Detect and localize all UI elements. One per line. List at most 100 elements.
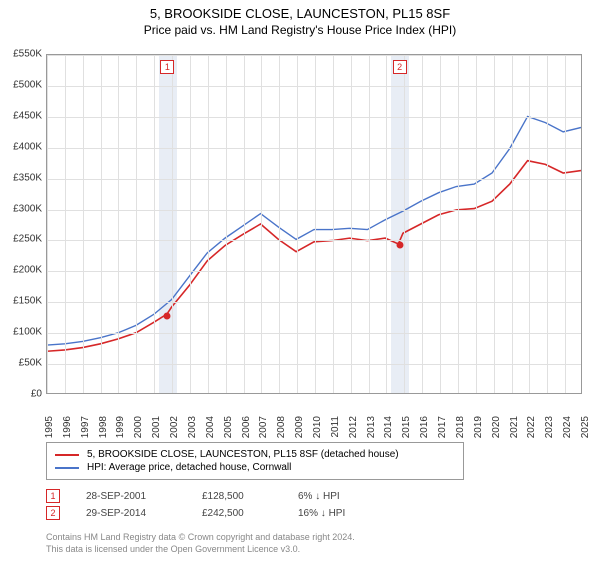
gridline-v <box>244 55 245 393</box>
x-axis-label: 2025 <box>578 416 591 438</box>
x-axis-label: 2005 <box>221 416 234 438</box>
gridline-v <box>208 55 209 393</box>
gridline-v <box>226 55 227 393</box>
gridline-v <box>422 55 423 393</box>
gridline-h <box>47 179 581 180</box>
attribution-line2: This data is licensed under the Open Gov… <box>46 544 355 556</box>
series-line-hpi <box>47 116 581 345</box>
y-axis-label: £500K <box>13 79 46 90</box>
gridline-v <box>136 55 137 393</box>
y-axis-label: £0 <box>31 389 46 400</box>
gridline-v <box>476 55 477 393</box>
gridline-h <box>47 333 581 334</box>
x-axis-label: 2002 <box>167 416 180 438</box>
gridline-h <box>47 302 581 303</box>
sales-row-2: 2 29-SEP-2014 £242,500 16% ↓ HPI <box>46 506 378 520</box>
sale-marker-icon: 2 <box>46 506 60 520</box>
x-axis-label: 2003 <box>185 416 198 438</box>
x-axis-label: 1998 <box>96 416 109 438</box>
x-axis-label: 2015 <box>399 416 412 438</box>
sale-date: 29-SEP-2014 <box>86 508 176 519</box>
sale-price: £128,500 <box>202 491 272 502</box>
y-axis-label: £200K <box>13 265 46 276</box>
plot-region: 12 <box>46 54 582 394</box>
gridline-v <box>261 55 262 393</box>
x-axis-label: 2023 <box>542 416 555 438</box>
gridline-v <box>172 55 173 393</box>
x-axis-label: 2021 <box>507 416 520 438</box>
x-axis-label: 1995 <box>42 416 55 438</box>
gridline-h <box>47 210 581 211</box>
x-axis-label: 2001 <box>149 416 162 438</box>
gridline-v <box>333 55 334 393</box>
gridline-v <box>494 55 495 393</box>
x-axis-label: 2000 <box>131 416 144 438</box>
sale-dot <box>396 242 403 249</box>
gridline-v <box>190 55 191 393</box>
attribution-line1: Contains HM Land Registry data © Crown c… <box>46 532 355 544</box>
gridline-v <box>565 55 566 393</box>
sale-hpi-diff: 6% ↓ HPI <box>298 491 378 502</box>
x-axis-label: 2012 <box>346 416 359 438</box>
sale-marker-box: 2 <box>393 60 407 74</box>
gridline-v <box>83 55 84 393</box>
line-series-svg <box>47 55 581 393</box>
sales-table: 1 28-SEP-2001 £128,500 6% ↓ HPI 2 29-SEP… <box>46 486 378 523</box>
gridline-v <box>386 55 387 393</box>
legend-label-hpi: HPI: Average price, detached house, Corn… <box>87 462 291 473</box>
gridline-v <box>297 55 298 393</box>
x-axis-label: 2010 <box>310 416 323 438</box>
x-axis-label: 2022 <box>524 416 537 438</box>
y-axis-label: £250K <box>13 234 46 245</box>
legend-row-price-paid: 5, BROOKSIDE CLOSE, LAUNCESTON, PL15 8SF… <box>55 449 455 460</box>
y-axis-label: £550K <box>13 49 46 60</box>
y-axis-label: £150K <box>13 296 46 307</box>
gridline-v <box>512 55 513 393</box>
gridline-v <box>154 55 155 393</box>
series-line-price_paid <box>47 161 581 352</box>
x-axis-label: 2004 <box>203 416 216 438</box>
gridline-h <box>47 271 581 272</box>
gridline-v <box>404 55 405 393</box>
gridline-h <box>47 364 581 365</box>
gridline-v <box>458 55 459 393</box>
x-axis-label: 2006 <box>239 416 252 438</box>
y-axis-label: £100K <box>13 327 46 338</box>
gridline-v <box>529 55 530 393</box>
x-axis-label: 2024 <box>560 416 573 438</box>
x-axis-label: 1996 <box>60 416 73 438</box>
x-axis-label: 1997 <box>78 416 91 438</box>
gridline-v <box>440 55 441 393</box>
legend-box: 5, BROOKSIDE CLOSE, LAUNCESTON, PL15 8SF… <box>46 442 464 480</box>
x-axis-label: 2008 <box>274 416 287 438</box>
gridline-v <box>118 55 119 393</box>
y-axis-label: £450K <box>13 110 46 121</box>
legend-swatch-hpi <box>55 467 79 469</box>
x-axis-label: 2011 <box>328 416 341 438</box>
gridline-h <box>47 86 581 87</box>
gridline-h <box>47 148 581 149</box>
y-axis-label: £300K <box>13 203 46 214</box>
x-axis-label: 2020 <box>489 416 502 438</box>
sale-marker-icon: 1 <box>46 489 60 503</box>
x-axis-label: 2014 <box>381 416 394 438</box>
chart-title: 5, BROOKSIDE CLOSE, LAUNCESTON, PL15 8SF <box>0 6 600 21</box>
attribution-text: Contains HM Land Registry data © Crown c… <box>46 532 355 555</box>
y-axis-label: £50K <box>19 358 46 369</box>
chart-subtitle: Price paid vs. HM Land Registry's House … <box>0 23 600 37</box>
y-axis-label: £400K <box>13 141 46 152</box>
gridline-h <box>47 117 581 118</box>
chart-area: 12 £0£50K£100K£150K£200K£250K£300K£350K£… <box>46 54 582 416</box>
gridline-v <box>279 55 280 393</box>
gridline-v <box>101 55 102 393</box>
gridline-v <box>369 55 370 393</box>
chart-container: 5, BROOKSIDE CLOSE, LAUNCESTON, PL15 8SF… <box>0 6 600 566</box>
x-axis-label: 2018 <box>453 416 466 438</box>
gridline-v <box>315 55 316 393</box>
sale-marker-box: 1 <box>160 60 174 74</box>
x-axis-label: 2009 <box>292 416 305 438</box>
gridline-v <box>547 55 548 393</box>
gridline-h <box>47 55 581 56</box>
sales-row-1: 1 28-SEP-2001 £128,500 6% ↓ HPI <box>46 489 378 503</box>
y-axis-label: £350K <box>13 172 46 183</box>
